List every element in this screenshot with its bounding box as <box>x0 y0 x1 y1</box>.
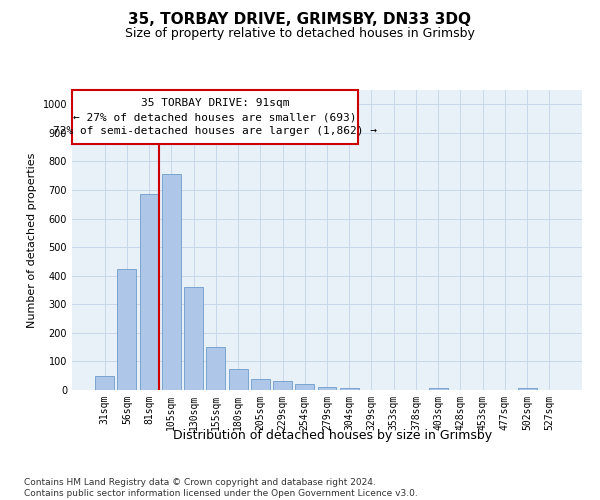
Bar <box>317 386 337 390</box>
Bar <box>295 384 314 390</box>
Text: Size of property relative to detached houses in Grimsby: Size of property relative to detached ho… <box>125 28 475 40</box>
Bar <box>184 287 203 390</box>
Bar <box>429 388 448 390</box>
Text: 35, TORBAY DRIVE, GRIMSBY, DN33 3DQ: 35, TORBAY DRIVE, GRIMSBY, DN33 3DQ <box>128 12 472 28</box>
Text: 35 TORBAY DRIVE: 91sqm
← 27% of detached houses are smaller (693)
72% of semi-de: 35 TORBAY DRIVE: 91sqm ← 27% of detached… <box>53 98 377 136</box>
Bar <box>140 194 158 390</box>
Bar <box>118 268 136 390</box>
Bar <box>340 388 359 390</box>
Bar <box>251 378 270 390</box>
Bar <box>95 376 114 390</box>
Text: Distribution of detached houses by size in Grimsby: Distribution of detached houses by size … <box>173 428 493 442</box>
Text: Contains HM Land Registry data © Crown copyright and database right 2024.
Contai: Contains HM Land Registry data © Crown c… <box>24 478 418 498</box>
Bar <box>518 388 536 390</box>
Y-axis label: Number of detached properties: Number of detached properties <box>27 152 37 328</box>
Bar <box>229 368 248 390</box>
Bar <box>162 174 181 390</box>
Bar <box>206 347 225 390</box>
FancyBboxPatch shape <box>72 90 358 144</box>
Bar <box>273 380 292 390</box>
